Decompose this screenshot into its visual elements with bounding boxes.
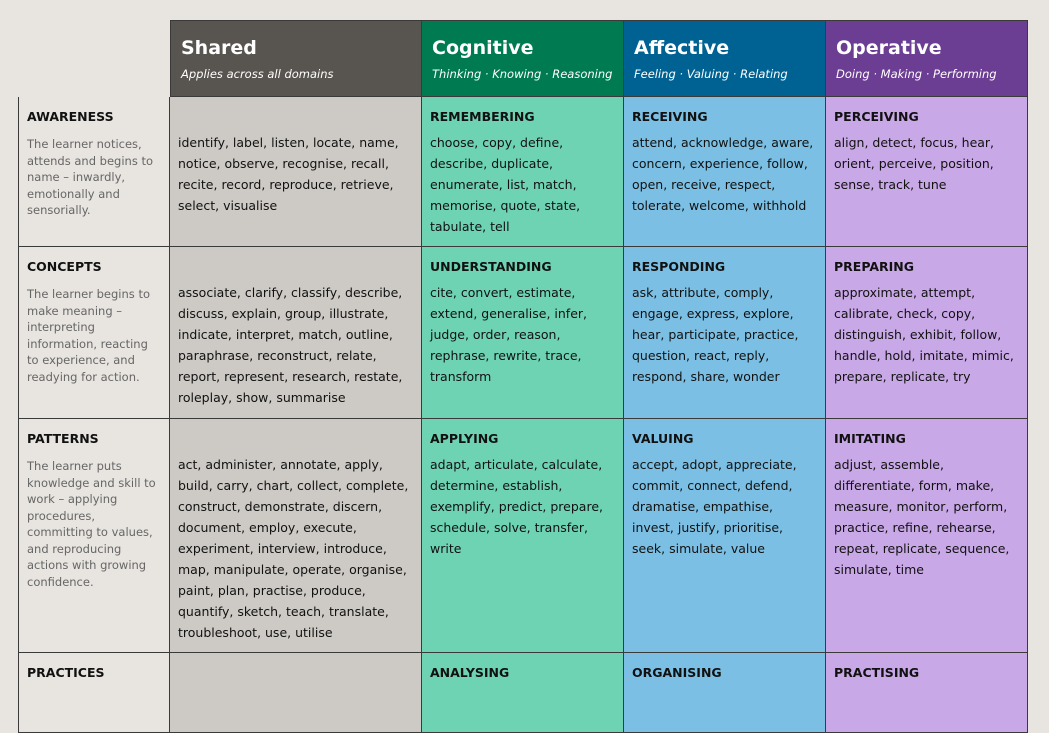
level-name: PREPARING xyxy=(834,259,915,274)
cognitive-cell: APPLYING adapt, articulate, calculate, de… xyxy=(422,419,624,653)
affective-cell: VALUING accept, adopt, appreciate, commit… xyxy=(624,419,826,653)
header-shared: Shared Applies across all domains xyxy=(170,20,422,97)
verb-list: adjust, assemble, differentiate, form, m… xyxy=(834,457,1010,577)
cognitive-cell: UNDERSTANDING cite, convert, estimate, ex… xyxy=(422,247,624,419)
shared-cell: act, administer, annotate, apply, build,… xyxy=(170,419,422,653)
corner-cell xyxy=(18,20,170,97)
verb-list: associate, clarify, classify, describe, … xyxy=(178,285,403,405)
column-subtitle: Thinking · Knowing · Reasoning xyxy=(432,67,613,81)
operative-cell: PERCEIVING align, detect, focus, hear, or… xyxy=(826,97,1028,247)
level-name: REMEMBERING xyxy=(430,109,535,124)
level-name: IMITATING xyxy=(834,431,906,446)
verb-list: cite, convert, estimate, extend, general… xyxy=(430,285,587,384)
column-subtitle: Feeling · Valuing · Relating xyxy=(634,67,788,81)
header-operative: Operative Doing · Making · Performing xyxy=(826,20,1028,97)
level-name: RESPONDING xyxy=(632,259,726,274)
row-description: The learner notices, attends and begins … xyxy=(27,137,154,217)
header-affective: Affective Feeling · Valuing · Relating xyxy=(624,20,826,97)
level-name: APPLYING xyxy=(430,431,499,446)
row-description: The learner begins to make meaning – int… xyxy=(27,287,150,384)
level-name: RECEIVING xyxy=(632,109,708,124)
operative-cell: PRACTISING xyxy=(826,653,1028,733)
column-title: Operative xyxy=(836,37,942,59)
row-description: The learner puts knowledge and skill to … xyxy=(27,459,156,589)
verb-list: choose, copy, define, describe, duplicat… xyxy=(430,135,581,234)
row-name: CONCEPTS xyxy=(27,259,102,274)
verb-list: approximate, attempt, calibrate, check, … xyxy=(834,285,1014,384)
row-label-cell: AWARENESS The learner notices, attends an… xyxy=(18,97,170,247)
operative-cell: IMITATING adjust, assemble, differentiate… xyxy=(826,419,1028,653)
column-title: Shared xyxy=(181,37,257,59)
verb-list: ask, attribute, comply, engage, express,… xyxy=(632,285,799,384)
column-subtitle: Applies across all domains xyxy=(181,67,334,81)
level-name: ORGANISING xyxy=(632,665,722,680)
row-label-cell: PRACTICES xyxy=(18,653,170,733)
shared-cell: identify, label, listen, locate, name, n… xyxy=(170,97,422,247)
column-title: Affective xyxy=(634,37,730,59)
row-name: AWARENESS xyxy=(27,109,114,124)
cognitive-cell: REMEMBERING choose, copy, define, describ… xyxy=(422,97,624,247)
level-name: PERCEIVING xyxy=(834,109,919,124)
verb-list: align, detect, focus, hear, orient, perc… xyxy=(834,135,995,192)
row-name: PATTERNS xyxy=(27,431,99,446)
affective-cell: RECEIVING attend, acknowledge, aware, con… xyxy=(624,97,826,247)
verb-list: adapt, articulate, calculate, determine,… xyxy=(430,457,603,556)
level-name: ANALYSING xyxy=(430,665,510,680)
verb-list: accept, adopt, appreciate, commit, conne… xyxy=(632,457,797,556)
header-cognitive: Cognitive Thinking · Knowing · Reasoning xyxy=(422,20,624,97)
column-title: Cognitive xyxy=(432,37,534,59)
domain-taxonomy-table: Shared Applies across all domains Cogniti… xyxy=(18,20,1028,733)
level-name: UNDERSTANDING xyxy=(430,259,552,274)
affective-cell: RESPONDING ask, attribute, comply, engage… xyxy=(624,247,826,419)
affective-cell: ORGANISING xyxy=(624,653,826,733)
shared-cell xyxy=(170,653,422,733)
verb-list: attend, acknowledge, aware, concern, exp… xyxy=(632,135,814,213)
operative-cell: PREPARING approximate, attempt, calibrate… xyxy=(826,247,1028,419)
row-label-cell: PATTERNS The learner puts knowledge and s… xyxy=(18,419,170,653)
verb-list: identify, label, listen, locate, name, n… xyxy=(178,135,399,213)
shared-cell: associate, clarify, classify, describe, … xyxy=(170,247,422,419)
column-subtitle: Doing · Making · Performing xyxy=(836,67,997,81)
cognitive-cell: ANALYSING xyxy=(422,653,624,733)
row-name: PRACTICES xyxy=(27,665,105,680)
level-name: VALUING xyxy=(632,431,694,446)
level-name: PRACTISING xyxy=(834,665,920,680)
row-label-cell: CONCEPTS The learner begins to make meani… xyxy=(18,247,170,419)
verb-list: act, administer, annotate, apply, build,… xyxy=(178,457,409,640)
